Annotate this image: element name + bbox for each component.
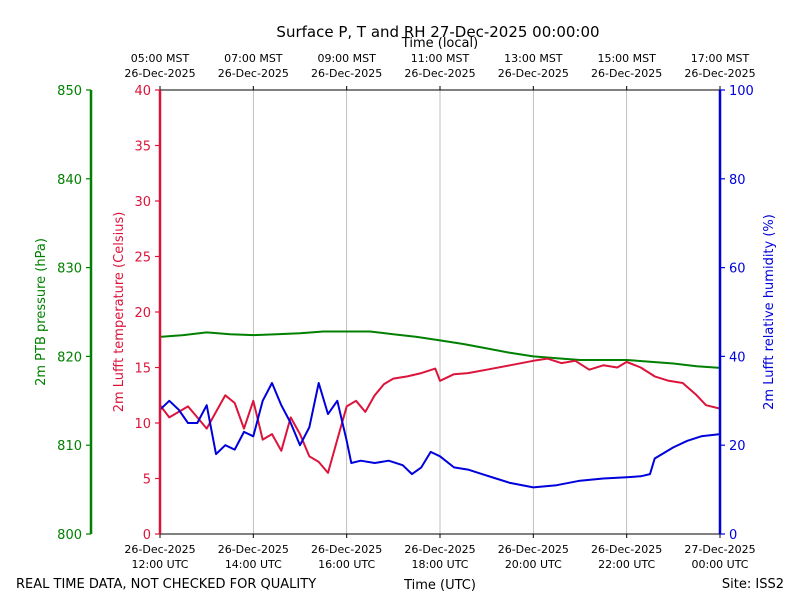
grid-lines: [252, 90, 628, 534]
top-axis-label: Time (local): [401, 36, 478, 51]
humidity-tick-label: 40: [729, 350, 746, 365]
temperature-tick-label: 0: [143, 528, 151, 543]
x-tick-label-utc: 00:00 UTC: [691, 558, 748, 571]
x-tick-label-utc: 22:00 UTC: [598, 558, 655, 571]
x-tick-label-date: 26-Dec-2025: [124, 543, 195, 556]
top-tick-label-date: 26-Dec-2025: [404, 67, 475, 80]
x-tick-label-date: 26-Dec-2025: [218, 543, 289, 556]
top-tick-label-local: 17:00 MST: [691, 52, 750, 65]
x-tick-label-utc: 12:00 UTC: [131, 558, 188, 571]
x-axis-label: Time (UTC): [403, 578, 476, 593]
temperature-tick-label: 5: [143, 473, 151, 488]
temperature-tick-label: 20: [134, 306, 151, 321]
top-tick-label-date: 26-Dec-2025: [684, 67, 755, 80]
top-tick-label-local: 15:00 MST: [597, 52, 656, 65]
humidity-tick-label: 20: [729, 439, 746, 454]
temperature-tick-label: 25: [134, 251, 151, 266]
top-tick-label-date: 26-Dec-2025: [218, 67, 289, 80]
top-tick-label-local: 05:00 MST: [131, 52, 190, 65]
pressure-tick-label: 810: [57, 439, 82, 454]
top-tick-label-local: 11:00 MST: [411, 52, 470, 65]
pressure-tick-label: 850: [57, 84, 82, 99]
humidity-series-line: [159, 382, 721, 489]
chart-title: Surface P, T and RH 27-Dec-2025 00:00:00: [276, 23, 599, 41]
humidity-axis-label: 2m Lufft relative humidity (%): [762, 214, 777, 410]
humidity-tick-label: 80: [729, 173, 746, 188]
top-tick-label-local: 07:00 MST: [224, 52, 283, 65]
top-tick-label-date: 26-Dec-2025: [591, 67, 662, 80]
temperature-series-line: [159, 357, 721, 474]
temperature-tick-label: 10: [134, 417, 151, 432]
pressure-tick-label: 840: [57, 173, 82, 188]
top-tick-label-local: 13:00 MST: [504, 52, 563, 65]
x-tick-label-date: 26-Dec-2025: [404, 543, 475, 556]
y-axis-ticks: 800 810 820 830 840 850 0 5 10 15 20 25 30 35 40 0 20 40 6…: [57, 84, 754, 543]
x-tick-label-utc: 16:00 UTC: [318, 558, 375, 571]
temperature-tick-label: 35: [134, 140, 151, 155]
quality-disclaimer: REAL TIME DATA, NOT CHECKED FOR QUALITY: [16, 577, 316, 592]
pressure-tick-label: 830: [57, 262, 82, 277]
pressure-axis-label: 2m PTB pressure (hPa): [34, 238, 49, 386]
top-tick-label-local: 09:00 MST: [317, 52, 376, 65]
pressure-tick-label: 800: [57, 528, 82, 543]
x-tick-label-utc: 20:00 UTC: [505, 558, 562, 571]
top-tick-label-date: 26-Dec-2025: [124, 67, 195, 80]
top-tick-label-date: 26-Dec-2025: [311, 67, 382, 80]
x-axis-ticks: 26-Dec-2025 12:00 UTC 26-Dec-2025 14:00 UTC…: [124, 52, 755, 571]
temperature-axis-label: 2m Lufft temperature (Celsius): [112, 212, 127, 413]
humidity-tick-label: 60: [729, 262, 746, 277]
x-tick-label-utc: 18:00 UTC: [411, 558, 468, 571]
x-tick-label-date: 27-Dec-2025: [684, 543, 755, 556]
top-tick-label-date: 26-Dec-2025: [498, 67, 569, 80]
humidity-tick-label: 100: [729, 84, 754, 99]
humidity-tick-label: 0: [729, 528, 737, 543]
temperature-tick-label: 40: [134, 84, 151, 99]
x-tick-label-date: 26-Dec-2025: [311, 543, 382, 556]
pressure-series-line: [159, 330, 721, 369]
site-label: Site: ISS2: [722, 577, 784, 592]
series-layer: [159, 330, 721, 489]
x-tick-label-date: 26-Dec-2025: [591, 543, 662, 556]
pressure-tick-label: 820: [57, 350, 82, 365]
x-tick-label-date: 26-Dec-2025: [498, 543, 569, 556]
temperature-tick-label: 15: [134, 362, 151, 377]
x-tick-label-utc: 14:00 UTC: [225, 558, 282, 571]
temperature-tick-label: 30: [134, 195, 151, 210]
